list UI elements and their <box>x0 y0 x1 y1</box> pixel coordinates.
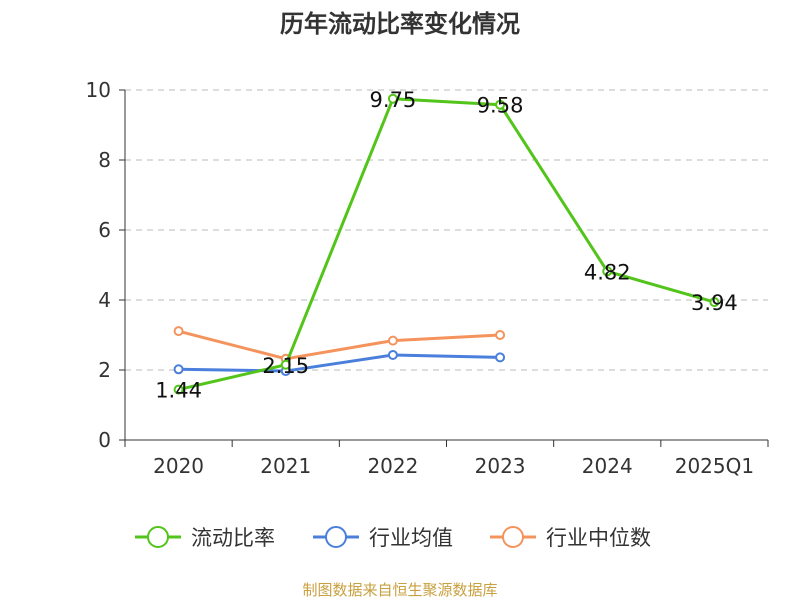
legend-marker <box>502 526 524 548</box>
axes: 0 2 4 6 8 10 2020 2021 2022 2023 2024 2025Q1 <box>86 78 769 478</box>
series-line-0 <box>178 97 715 392</box>
data-label: 2.15 <box>262 354 309 378</box>
y-tick-label: 0 <box>98 428 111 452</box>
data-label: 1.44 <box>155 379 202 403</box>
legend-marker <box>147 526 169 548</box>
legend-marker <box>325 526 347 548</box>
data-point <box>173 364 184 375</box>
data-point <box>280 359 291 370</box>
data-point <box>495 352 506 363</box>
chart-title: 历年流动比率变化情况 <box>280 10 520 38</box>
legend-label: 行业中位数 <box>546 526 651 550</box>
y-tick-label: 4 <box>98 288 111 312</box>
x-tick-label: 2024 <box>582 454 633 478</box>
data-labels: 1.44 2.15 9.75 9.58 4.82 3.94 <box>155 88 738 403</box>
y-tick-label: 6 <box>98 218 111 242</box>
legend-label: 流动比率 <box>191 526 275 550</box>
data-label: 4.82 <box>584 260 631 284</box>
data-point <box>173 384 184 395</box>
data-point <box>709 297 720 308</box>
series-line-1 <box>178 353 501 373</box>
data-point <box>173 326 184 337</box>
source-note: 制图数据来自恒生聚源数据库 <box>302 581 497 599</box>
x-tick-label: 2020 <box>153 454 204 478</box>
data-point <box>495 330 506 340</box>
grid <box>125 89 768 371</box>
legend-label: 行业均值 <box>369 526 453 550</box>
y-tick-label: 2 <box>98 358 111 382</box>
data-label: 9.58 <box>477 94 524 118</box>
data-point <box>602 266 613 277</box>
series-lines <box>173 93 720 395</box>
x-tick-label: 2025Q1 <box>675 454 754 478</box>
data-label: 9.75 <box>370 88 417 112</box>
data-label: 3.94 <box>691 291 738 315</box>
data-point <box>387 349 398 360</box>
x-tick-label: 2022 <box>367 454 418 478</box>
data-point <box>387 335 398 346</box>
legend[interactable]: 流动比率 行业均值 行业中位数 <box>135 526 651 550</box>
series-line-2 <box>178 329 501 361</box>
y-tick-label: 10 <box>86 78 111 102</box>
data-point <box>495 99 506 110</box>
x-tick-label: 2023 <box>475 454 526 478</box>
x-tick-label: 2021 <box>260 454 311 478</box>
y-tick-label: 8 <box>98 148 111 172</box>
data-point <box>387 93 398 104</box>
